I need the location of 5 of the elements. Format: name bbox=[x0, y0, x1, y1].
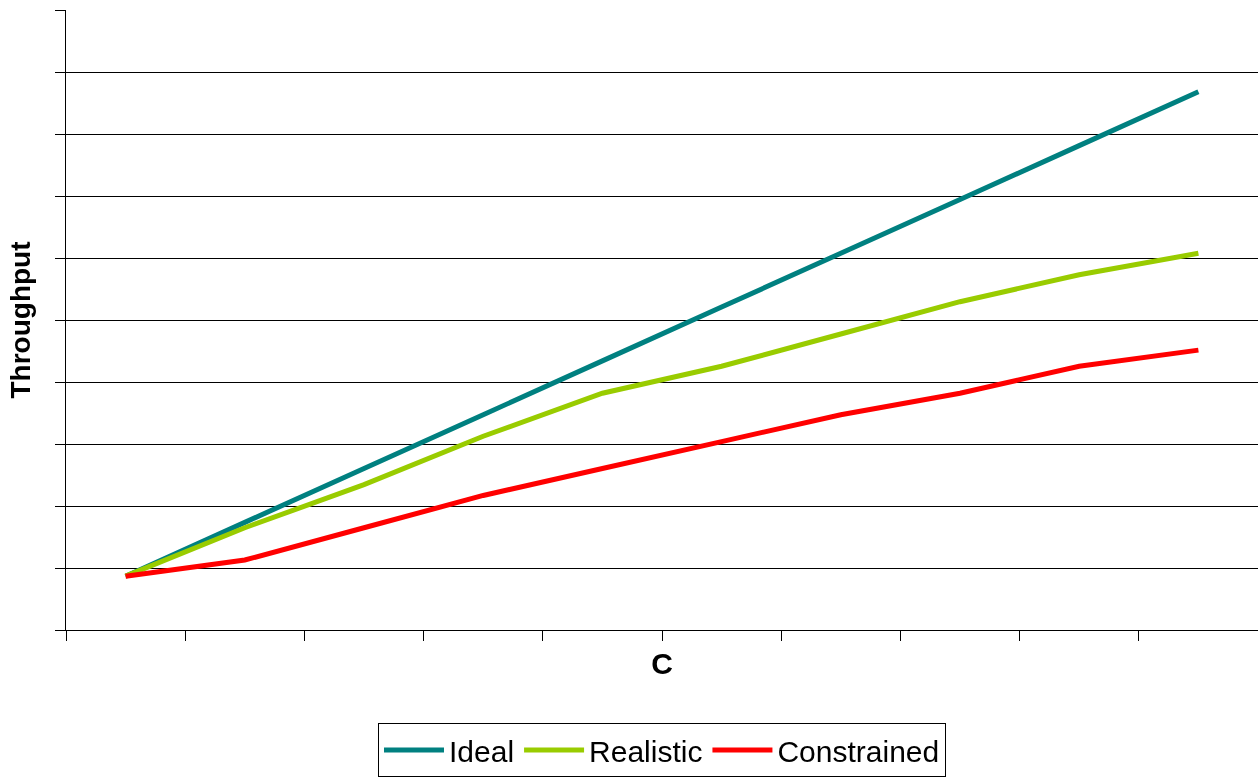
legend-label: Realistic bbox=[589, 734, 703, 768]
y-axis-title: Throughput bbox=[4, 241, 36, 399]
legend-label: Constrained bbox=[777, 734, 940, 768]
x-axis-title: C bbox=[651, 646, 673, 680]
legend-label: Ideal bbox=[449, 734, 515, 768]
